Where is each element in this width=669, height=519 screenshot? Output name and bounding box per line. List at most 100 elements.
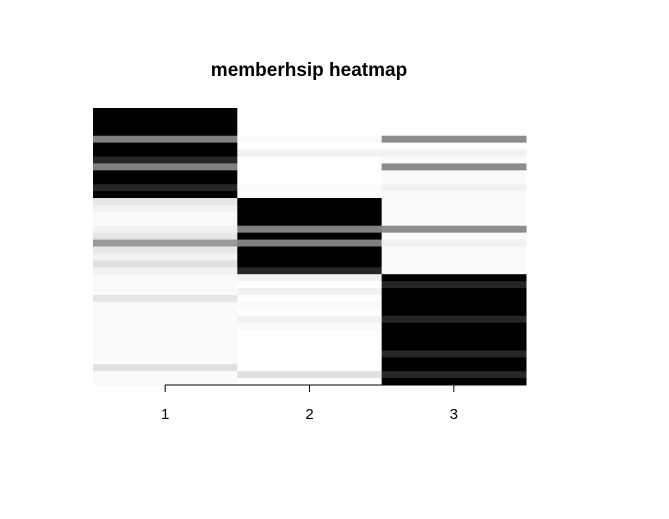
heatmap-cell-col1-row10 xyxy=(93,170,238,178)
heatmap-cell-col3-row25 xyxy=(381,274,527,282)
heatmap-cell-col3-row33 xyxy=(381,329,527,338)
heatmap-cell-col1-row23 xyxy=(93,260,238,268)
heatmap-cell-col2-row7 xyxy=(237,149,383,157)
heatmap-cell-col1-row34 xyxy=(93,336,238,344)
heatmap-cell-col3-row20 xyxy=(381,239,527,247)
x-tick-label-2: 2 xyxy=(305,406,313,423)
heatmap-cell-col3-row15 xyxy=(381,204,527,213)
heatmap-cell-col2-row12 xyxy=(237,184,383,192)
heatmap-cell-col1-row5 xyxy=(93,135,238,144)
heatmap-cell-col2-row26 xyxy=(237,281,383,289)
heatmap-cell-col1-row8 xyxy=(93,156,238,164)
heatmap-cell-col3-row29 xyxy=(381,301,527,310)
heatmap-cell-col1-row16 xyxy=(93,211,238,220)
heatmap-cell-col1-row1 xyxy=(93,108,238,116)
heatmap-cell-col1-row30 xyxy=(93,308,238,317)
heatmap-cell-col1-row18 xyxy=(93,225,238,234)
heatmap-cell-col2-row1 xyxy=(237,108,383,116)
heatmap-cell-col3-row19 xyxy=(381,232,527,241)
heatmap-cell-col3-row21 xyxy=(381,246,527,254)
heatmap-cell-col1-row7 xyxy=(93,149,238,157)
heatmap-cell-col1-row3 xyxy=(93,121,238,130)
heatmap-cell-col2-row13 xyxy=(237,191,383,199)
heatmap-cell-col2-row30 xyxy=(237,308,383,317)
heatmap-cell-col3-row8 xyxy=(381,156,527,164)
heatmap-cell-col3-row5 xyxy=(381,135,527,144)
heatmap-cell-col2-row19 xyxy=(237,232,383,241)
heatmap-cell-col2-row11 xyxy=(237,177,383,185)
heatmap-cell-col3-row22 xyxy=(381,253,527,261)
heatmap-cell-col1-row31 xyxy=(93,315,238,324)
heatmap-cell-col3-row3 xyxy=(381,121,527,130)
heatmap-cell-col2-row17 xyxy=(237,218,383,227)
heatmap-cell-col1-row24 xyxy=(93,267,238,275)
heatmap-cell-col3-row39 xyxy=(381,371,527,379)
heatmap-cell-col3-row7 xyxy=(381,149,527,157)
heatmap-cell-col1-row25 xyxy=(93,274,238,282)
heatmap-cell-col2-row20 xyxy=(237,239,383,247)
heatmap-cell-col1-row39 xyxy=(93,371,238,379)
heatmap-cell-col1-row38 xyxy=(93,364,238,372)
heatmap-cell-col1-row2 xyxy=(93,114,238,123)
heatmap-cell-col3-row12 xyxy=(381,184,527,192)
chart-title: memberhsip heatmap xyxy=(211,60,407,81)
heatmap-cell-col3-row37 xyxy=(381,357,527,365)
heatmap-cell-col3-row14 xyxy=(381,198,527,206)
heatmap-cell-col2-row29 xyxy=(237,301,383,310)
heatmap-cell-col2-row2 xyxy=(237,114,383,123)
heatmap-cell-col2-row22 xyxy=(237,253,383,261)
heatmap-cell-col2-row10 xyxy=(237,170,383,178)
heatmap-cell-col2-row25 xyxy=(237,274,383,282)
heatmap-cell-col1-row13 xyxy=(93,191,238,199)
heatmap-cell-col2-row4 xyxy=(237,128,383,137)
heatmap-cell-col2-row6 xyxy=(237,142,383,151)
x-tick-label-1: 1 xyxy=(161,406,169,423)
heatmap-cell-col2-row38 xyxy=(237,364,383,372)
heatmap-cell-col1-row27 xyxy=(93,288,238,296)
heatmap-cell-col2-row33 xyxy=(237,329,383,338)
heatmap-cell-col3-row2 xyxy=(381,114,527,123)
heatmap-cell-col2-row35 xyxy=(237,343,383,351)
heatmap-cell-col2-row32 xyxy=(237,322,383,331)
heatmap-cells xyxy=(93,108,527,386)
heatmap-cell-col1-row21 xyxy=(93,246,238,254)
heatmap-cell-col1-row29 xyxy=(93,301,238,310)
heatmap-cell-col1-row15 xyxy=(93,204,238,213)
heatmap-cell-col2-row40 xyxy=(237,378,383,386)
heatmap-cell-col3-row23 xyxy=(381,260,527,268)
heatmap-cell-col3-row13 xyxy=(381,191,527,199)
heatmap-cell-col3-row1 xyxy=(381,108,527,116)
heatmap-cell-col3-row31 xyxy=(381,315,527,324)
heatmap-cell-col1-row17 xyxy=(93,218,238,227)
heatmap-cell-col1-row12 xyxy=(93,184,238,192)
heatmap-cell-col1-row4 xyxy=(93,128,238,137)
heatmap-cell-col2-row18 xyxy=(237,225,383,234)
heatmap-cell-col3-row32 xyxy=(381,322,527,331)
heatmap-cell-col2-row8 xyxy=(237,156,383,164)
heatmap-cell-col2-row34 xyxy=(237,336,383,344)
heatmap-cell-col2-row9 xyxy=(237,163,383,171)
heatmap-cell-col1-row33 xyxy=(93,329,238,338)
heatmap-cell-col3-row38 xyxy=(381,364,527,372)
heatmap-cell-col3-row26 xyxy=(381,281,527,289)
heatmap-cell-col3-row16 xyxy=(381,211,527,220)
heatmap-cell-col1-row14 xyxy=(93,198,238,206)
heatmap-cell-col3-row17 xyxy=(381,218,527,227)
heatmap-cell-col1-row9 xyxy=(93,163,238,171)
heatmap-cell-col3-row35 xyxy=(381,343,527,351)
heatmap-cell-col3-row10 xyxy=(381,170,527,178)
heatmap-cell-col1-row37 xyxy=(93,357,238,365)
heatmap-cell-col2-row31 xyxy=(237,315,383,324)
heatmap-cell-col3-row18 xyxy=(381,225,527,234)
heatmap-cell-col2-row15 xyxy=(237,204,383,213)
heatmap-cell-col1-row19 xyxy=(93,232,238,241)
heatmap-cell-col3-row6 xyxy=(381,142,527,151)
heatmap-cell-col1-row36 xyxy=(93,350,238,358)
heatmap-cell-col1-row32 xyxy=(93,322,238,331)
heatmap-cell-col3-row28 xyxy=(381,294,527,303)
heatmap-cell-col2-row24 xyxy=(237,267,383,275)
heatmap-cell-col3-row40 xyxy=(381,378,527,386)
x-axis: 1 2 3 xyxy=(161,384,458,423)
heatmap-cell-col2-row23 xyxy=(237,260,383,268)
